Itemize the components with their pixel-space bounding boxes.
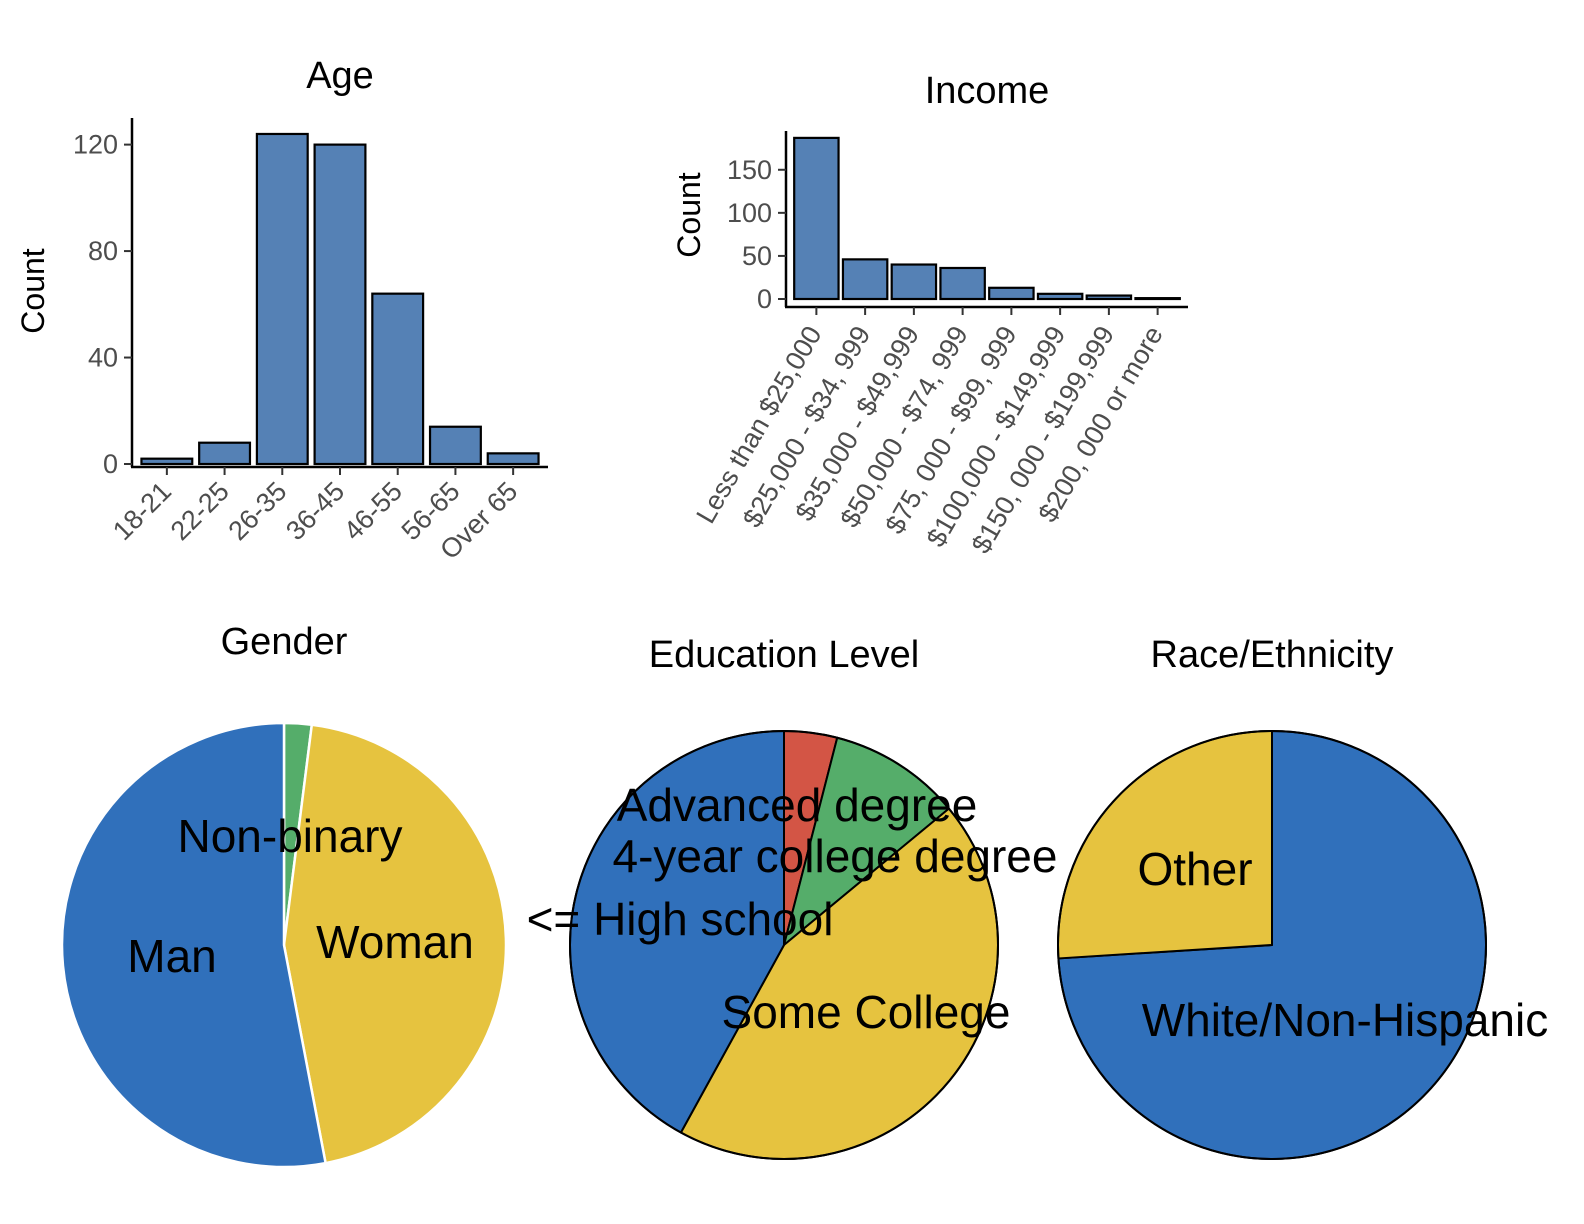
slice-label-4-year-college-degree: 4-year college degree [613, 830, 1058, 882]
y-axis-label: Count [671, 172, 707, 258]
y-tick-label: 150 [727, 155, 772, 185]
bar-36-45 [313, 143, 367, 466]
bar-100-000-149-999 [1036, 292, 1084, 301]
slice-label-high-school: <= High school [527, 893, 834, 945]
x-tick-label: 18-21 [107, 476, 177, 546]
slice-label-man: Man [127, 930, 216, 982]
education-pie-chart: Education Level <= High school 4-year coll… [527, 634, 1058, 1160]
slice-label-some-college: Some College [722, 986, 1011, 1038]
bar-75-000-99-999 [988, 286, 1035, 301]
slice-woman [282, 723, 508, 1165]
pie-outline [569, 730, 999, 1160]
y-tick-label: 80 [88, 236, 118, 266]
y-tick-label: 50 [742, 241, 772, 271]
y-tick-label: 0 [757, 284, 772, 314]
chart-title: Age [306, 55, 374, 97]
pie-outline [1057, 730, 1487, 1160]
bar-22-25 [198, 441, 252, 466]
bar-over-65 [486, 452, 540, 466]
slice-label-white-non-hispanic: White/Non-Hispanic [1142, 994, 1548, 1046]
slice-label-other: Other [1137, 843, 1252, 895]
slice-label-advanced-degree: Advanced degree [617, 779, 978, 831]
x-tick-label: 46-55 [338, 476, 408, 546]
x-tick-label: 36-45 [280, 476, 350, 546]
age-bar-chart: Age 0 40 80 120 Count 18-2122-2526-3536-4546-5… [15, 55, 548, 565]
bar-56-65 [428, 425, 482, 466]
chart-title: Race/Ethnicity [1151, 634, 1394, 676]
bar-46-55 [371, 292, 425, 466]
bar-26-35 [255, 132, 309, 466]
x-tick-label: 26-35 [222, 476, 292, 546]
y-tick-label: 40 [88, 343, 118, 373]
gender-pie-chart: Gender Non-binary Woman Man [60, 621, 508, 1169]
bar-150-000-199-999 [1085, 294, 1133, 301]
slice-label-non-binary: Non-binary [178, 810, 403, 862]
bar-25-000-34-999 [841, 258, 889, 301]
slice-man [60, 721, 327, 1169]
y-tick-label: 0 [103, 449, 118, 479]
y-tick-label: 120 [73, 130, 118, 160]
race-pie-chart: Race/Ethnicity White/Non-Hispanic Other [1057, 634, 1548, 1160]
chart-title: Income [925, 70, 1050, 112]
x-tick-label: 22-25 [165, 476, 235, 546]
chart-title: Gender [221, 621, 348, 663]
bar-50-000-74-999 [939, 266, 986, 301]
y-tick-label: 100 [727, 198, 772, 228]
chart-title: Education Level [649, 634, 919, 676]
y-axis-label: Count [15, 248, 51, 334]
bar-less-than-25-000 [793, 136, 840, 301]
slice-label-woman: Woman [316, 916, 474, 968]
bar-18-21 [140, 457, 194, 466]
bar-200-000-or-more [1134, 297, 1181, 301]
bar-35-000-49-999 [890, 263, 938, 301]
